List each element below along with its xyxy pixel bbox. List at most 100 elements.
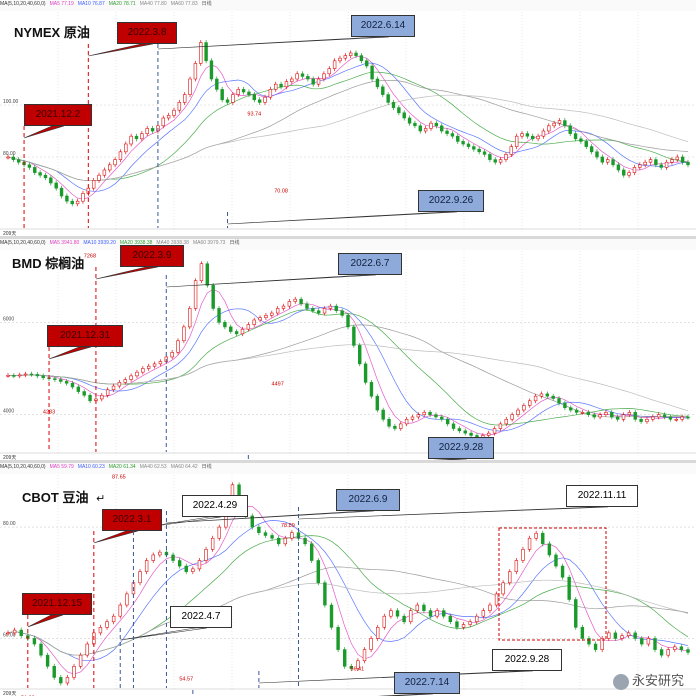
candle-body bbox=[541, 130, 546, 137]
candle-body bbox=[43, 174, 48, 179]
candle-body bbox=[129, 375, 133, 380]
candle-body bbox=[279, 83, 283, 88]
candle-body bbox=[263, 532, 268, 536]
candle-body bbox=[409, 610, 413, 623]
candle-body bbox=[322, 73, 326, 80]
candle-body bbox=[434, 122, 439, 127]
candle-body bbox=[477, 148, 481, 153]
candle-body bbox=[461, 624, 466, 628]
y-tick-label: 80.00 bbox=[3, 151, 16, 157]
candle-body bbox=[560, 565, 565, 578]
candle-body bbox=[533, 395, 538, 402]
candle-body bbox=[633, 412, 637, 420]
candle-body bbox=[450, 133, 455, 137]
date-callout: 2022.4.7 bbox=[170, 606, 232, 628]
date-callout: 2022.3.9 bbox=[120, 245, 184, 267]
ma-legend-entry: MA5 3941.80 bbox=[49, 240, 80, 246]
ma-legend-entry: MA(5,10,20,40,60,0) bbox=[0, 464, 46, 470]
candle-body bbox=[11, 156, 16, 160]
candle-body bbox=[461, 141, 465, 145]
y-tick-label: 100.00 bbox=[3, 99, 19, 105]
candle-body bbox=[440, 125, 444, 132]
candle-body bbox=[404, 418, 409, 425]
candle-body bbox=[144, 560, 149, 572]
price-extreme-label: 4497 bbox=[272, 382, 284, 388]
candle-body bbox=[509, 146, 514, 155]
date-callout: 2022.7.14 bbox=[394, 672, 460, 694]
candle-body bbox=[32, 638, 37, 645]
candle-body bbox=[316, 560, 320, 584]
candle-body bbox=[498, 159, 503, 163]
moving-average-line bbox=[7, 62, 689, 192]
candle-body bbox=[241, 89, 246, 93]
candle-body bbox=[108, 164, 112, 171]
candle-body bbox=[375, 395, 380, 411]
callout-pointer bbox=[157, 36, 390, 50]
x-axis-foot-label: 209天 bbox=[3, 455, 16, 460]
candle-body bbox=[105, 621, 109, 628]
candle-body bbox=[191, 568, 195, 572]
candle-body bbox=[65, 677, 70, 684]
candle-body bbox=[166, 115, 171, 119]
candle-body bbox=[257, 526, 261, 533]
candle-body bbox=[176, 340, 180, 353]
candle-body bbox=[595, 151, 599, 158]
candle-body bbox=[370, 65, 374, 80]
candle-body bbox=[475, 615, 479, 623]
callout-pointer bbox=[27, 614, 64, 628]
date-callout: 2022.11.11 bbox=[566, 485, 638, 507]
candle-body bbox=[598, 414, 602, 418]
candle-body bbox=[281, 305, 286, 309]
candle-body bbox=[54, 182, 58, 189]
candle-body bbox=[65, 195, 69, 202]
candle-body bbox=[270, 312, 274, 316]
y-tick-label: 60.00 bbox=[3, 632, 16, 638]
candle-body bbox=[413, 122, 417, 127]
candle-body bbox=[352, 326, 356, 346]
candle-body bbox=[276, 537, 281, 545]
candle-body bbox=[111, 615, 116, 623]
candle-body bbox=[587, 638, 591, 645]
candle-body bbox=[613, 632, 618, 639]
candle-body bbox=[646, 638, 651, 645]
candle-body bbox=[220, 89, 224, 101]
candle-body bbox=[466, 143, 471, 147]
candle-body bbox=[429, 122, 433, 129]
candle-body bbox=[573, 133, 578, 140]
candle-body bbox=[283, 537, 287, 545]
candle-body bbox=[666, 649, 670, 656]
x-axis-foot-label: 209天 bbox=[3, 231, 16, 236]
candle-body bbox=[498, 423, 503, 429]
callout-pointer bbox=[120, 627, 208, 641]
candle-body bbox=[306, 76, 310, 80]
candle-body bbox=[204, 42, 208, 62]
candle-body bbox=[223, 321, 227, 328]
candle-body bbox=[653, 638, 657, 650]
candle-body bbox=[12, 375, 16, 377]
price-extreme-label: 7268 bbox=[84, 254, 96, 260]
candle-body bbox=[91, 180, 96, 189]
chart-panel-bmd: 60004000209天726844974283 MA(5,10,20,40,6… bbox=[0, 239, 696, 460]
candle-body bbox=[113, 159, 117, 166]
candle-body bbox=[362, 649, 367, 662]
candle-body bbox=[680, 416, 684, 420]
candle-body bbox=[263, 96, 267, 103]
candle-body bbox=[645, 418, 649, 422]
candle-body bbox=[552, 122, 556, 127]
candle-body bbox=[284, 81, 289, 88]
candle-body bbox=[247, 91, 251, 95]
date-callout: 2021.12.31 bbox=[47, 325, 123, 347]
candle-body bbox=[64, 381, 69, 384]
panel-separator bbox=[0, 236, 696, 239]
candle-body bbox=[525, 133, 530, 137]
candle-body bbox=[551, 395, 555, 399]
candle-body bbox=[504, 154, 508, 160]
candle-body bbox=[81, 193, 85, 202]
candle-body bbox=[639, 418, 643, 422]
candle-body bbox=[422, 412, 426, 415]
candle-body bbox=[98, 627, 103, 634]
candle-body bbox=[648, 159, 653, 163]
candle-body bbox=[6, 375, 10, 377]
candle-body bbox=[375, 78, 380, 88]
candle-body bbox=[234, 331, 239, 335]
